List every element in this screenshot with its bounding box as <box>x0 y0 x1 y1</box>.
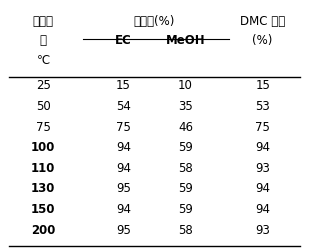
Text: 94: 94 <box>255 203 270 216</box>
Text: ℃: ℃ <box>37 54 50 67</box>
Text: 53: 53 <box>255 100 270 113</box>
Text: 10: 10 <box>178 79 193 92</box>
Text: 94: 94 <box>116 162 131 175</box>
Text: EC: EC <box>115 34 132 47</box>
Text: 95: 95 <box>116 224 131 237</box>
Text: 75: 75 <box>36 120 51 134</box>
Text: MeOH: MeOH <box>166 34 205 47</box>
Text: 130: 130 <box>31 182 55 196</box>
Text: (%): (%) <box>252 34 273 47</box>
Text: 94: 94 <box>116 203 131 216</box>
Text: 54: 54 <box>116 100 131 113</box>
Text: 93: 93 <box>255 224 270 237</box>
Text: 25: 25 <box>36 79 51 92</box>
Text: 15: 15 <box>255 79 270 92</box>
Text: 100: 100 <box>31 141 55 154</box>
Text: 58: 58 <box>178 162 193 175</box>
Text: DMC 收率: DMC 收率 <box>240 15 285 28</box>
Text: 59: 59 <box>178 141 193 154</box>
Text: 反应温: 反应温 <box>33 15 54 28</box>
Text: 15: 15 <box>116 79 131 92</box>
Text: 75: 75 <box>116 120 131 134</box>
Text: 93: 93 <box>255 162 270 175</box>
Text: 度: 度 <box>40 34 47 47</box>
Text: 35: 35 <box>178 100 193 113</box>
Text: 110: 110 <box>31 162 55 175</box>
Text: 59: 59 <box>178 182 193 196</box>
Text: 95: 95 <box>116 182 131 196</box>
Text: 150: 150 <box>31 203 56 216</box>
Text: 94: 94 <box>116 141 131 154</box>
Text: 94: 94 <box>255 141 270 154</box>
Text: 59: 59 <box>178 203 193 216</box>
Text: 转化率(%): 转化率(%) <box>134 15 175 28</box>
Text: 94: 94 <box>255 182 270 196</box>
Text: 58: 58 <box>178 224 193 237</box>
Text: 75: 75 <box>255 120 270 134</box>
Text: 50: 50 <box>36 100 51 113</box>
Text: 46: 46 <box>178 120 193 134</box>
Text: 200: 200 <box>31 224 55 237</box>
